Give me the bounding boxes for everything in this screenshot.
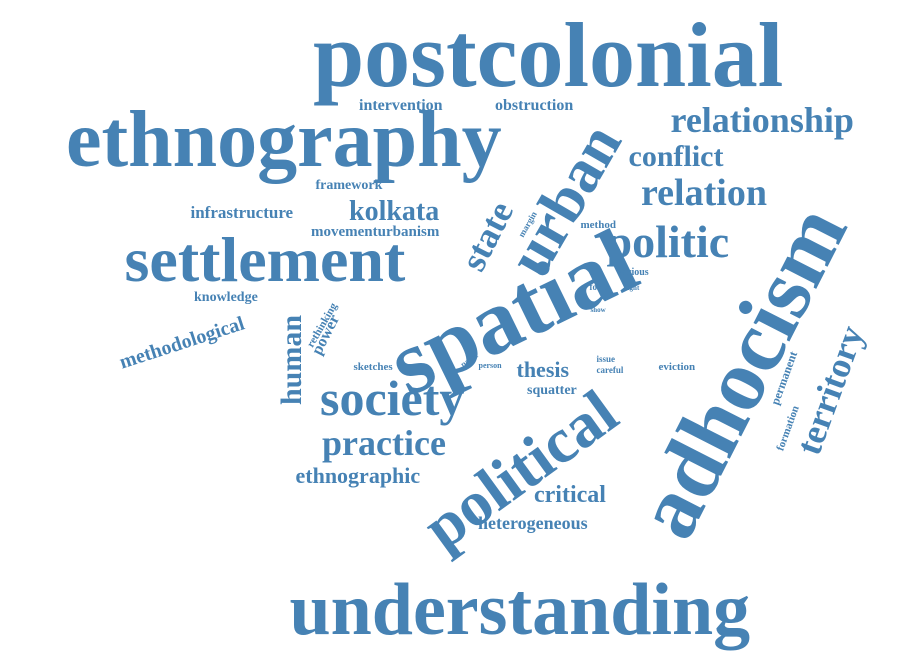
- word-postcolonial: postcolonial: [313, 4, 784, 106]
- word-knowledge: knowledge: [194, 290, 258, 305]
- word-society: society: [320, 370, 465, 426]
- word-practice: practice: [322, 423, 446, 463]
- word-human: human: [275, 314, 309, 406]
- word-critical: critical: [534, 482, 606, 508]
- word-movementurbanism: movementurbanism: [311, 223, 440, 240]
- word-form: form: [589, 281, 609, 292]
- word-intervention: intervention: [359, 97, 443, 114]
- word-squatter: squatter: [527, 383, 577, 398]
- word-heterogeneous: heterogeneous: [478, 513, 588, 533]
- word-relationship: relationship: [670, 100, 854, 140]
- word-ethnographic: ethnographic: [295, 463, 421, 488]
- word-infrastructure: infrastructure: [190, 202, 294, 222]
- word-sketches: sketches: [353, 360, 393, 373]
- word-thesis: thesis: [516, 357, 570, 382]
- word-kolkata: kolkata: [349, 196, 440, 227]
- word-conflict: conflict: [628, 140, 724, 173]
- word-ethnography: ethnography: [66, 96, 502, 184]
- word-relation: relation: [641, 172, 767, 214]
- word-framework: framework: [315, 178, 383, 193]
- word-issue: issue: [596, 353, 616, 364]
- word-understanding: understanding: [289, 569, 751, 651]
- word-person: person: [478, 361, 502, 370]
- word-right: right: [624, 283, 640, 292]
- word-show: show: [590, 305, 606, 314]
- word-various: various: [617, 267, 649, 278]
- word-settlement: settlement: [124, 224, 406, 295]
- word-eviction: eviction: [658, 360, 696, 373]
- word-careful: careful: [596, 364, 624, 375]
- word-methodological: methodological: [116, 312, 248, 374]
- word-method: method: [580, 218, 616, 231]
- word-obstruction: obstruction: [495, 97, 574, 114]
- word-politic: politic: [606, 216, 730, 267]
